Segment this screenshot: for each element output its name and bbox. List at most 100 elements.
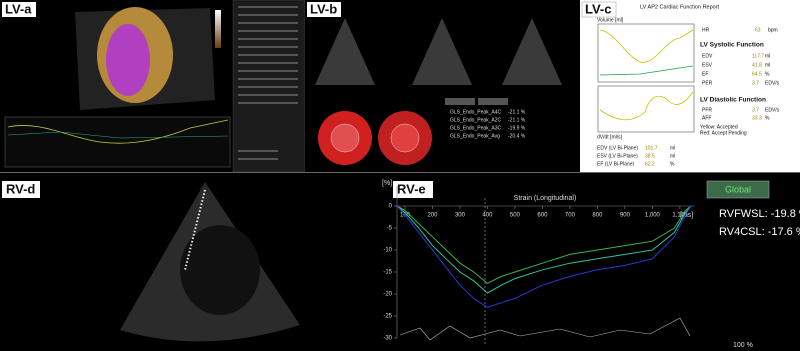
chart-title: Strain (Longitudinal) bbox=[514, 195, 577, 202]
button[interactable] bbox=[445, 98, 475, 105]
dvdt-curve bbox=[599, 91, 694, 121]
list-rows bbox=[238, 6, 298, 160]
panel-label-box bbox=[581, 1, 617, 18]
panel-label-box bbox=[2, 2, 36, 17]
metric-value: 33.3 bbox=[752, 115, 762, 121]
x-tick-label: 800 bbox=[592, 213, 603, 219]
legend-text: Red: Accept Pending bbox=[700, 130, 747, 136]
axis-label: Volume [ml] bbox=[597, 17, 624, 23]
volume-curve bbox=[599, 29, 694, 63]
button-label: Global bbox=[725, 184, 751, 194]
gls-value: -19.9 % bbox=[508, 125, 526, 131]
x-tick-label: 300 bbox=[455, 213, 466, 219]
y-unit: [%] bbox=[382, 180, 392, 187]
y-tick-label: -15 bbox=[383, 270, 392, 276]
metric-label: EDV bbox=[702, 53, 713, 59]
section-title: LV Systolic Function bbox=[700, 42, 764, 49]
panel-label-box bbox=[307, 2, 341, 17]
metric-label: EDV (LV Bi-Plane) bbox=[597, 145, 638, 151]
metric-value: 3.7 bbox=[752, 80, 759, 86]
systolic-list: EDV 117.7 ml ESV 41.8 ml EF 64.5 % PER 3.7 EDV/s bbox=[702, 53, 780, 86]
metric-unit: % bbox=[765, 71, 770, 77]
strain-chart: Strain (Longitudinal) [%] [ms] 0 -5 -10 -15 -20… bbox=[382, 180, 695, 342]
x-tick-label: 200 bbox=[427, 213, 438, 219]
panel-label: LV-c bbox=[585, 1, 612, 16]
metric-value: 117.7 bbox=[752, 53, 764, 59]
button[interactable] bbox=[478, 98, 508, 105]
volume-curve bbox=[599, 65, 694, 76]
metric-value: 63 bbox=[755, 27, 761, 33]
cavity bbox=[106, 24, 150, 96]
gls-value: -21.1 % bbox=[508, 109, 526, 115]
metric-label: EF bbox=[702, 71, 708, 77]
zoom-level: 100 % bbox=[733, 342, 753, 349]
echo-image bbox=[412, 18, 472, 85]
x-tick-label: 1,000 bbox=[645, 213, 661, 219]
metric-unit: ml bbox=[670, 153, 675, 159]
metric-unit: % bbox=[765, 115, 770, 121]
y-tick-label: -30 bbox=[383, 336, 392, 342]
waveform-box bbox=[4, 116, 231, 168]
metric-value: 3.7 bbox=[752, 107, 759, 113]
metric-label: ESV (LV Bi-Plane) bbox=[597, 153, 638, 159]
axis-label: dV/dt [ml/s] bbox=[597, 134, 623, 140]
diastolic-list: PFR 3.7 EDV/s AFF 33.3% bbox=[702, 107, 780, 121]
legend-text: Yellow: Accepted bbox=[700, 124, 738, 130]
x-tick-label: 900 bbox=[620, 213, 631, 219]
x-unit: [ms] bbox=[680, 212, 693, 219]
y-tick-label: -25 bbox=[383, 314, 392, 320]
x-tick-label: 400 bbox=[482, 213, 493, 219]
panel-label: LV-a bbox=[5, 1, 32, 16]
y-tick-label: -5 bbox=[387, 226, 393, 232]
metric-unit: ml bbox=[670, 145, 675, 151]
strain-curve bbox=[396, 205, 692, 294]
gls-label: GLS_Endo_Peak_A4C bbox=[450, 109, 502, 115]
strain-panel bbox=[335, 173, 695, 351]
waveform bbox=[7, 131, 229, 139]
gls-label: GLS_Endo_Peak_Avg bbox=[450, 133, 500, 139]
x-tick-label: 500 bbox=[510, 213, 521, 219]
waveform bbox=[7, 119, 229, 144]
result-text: RV4CSL: -17.6 % bbox=[719, 226, 800, 238]
metric-value: 64.5 bbox=[752, 71, 762, 77]
result-panel bbox=[695, 173, 800, 351]
dvdt-plot bbox=[597, 85, 695, 133]
strain-curve bbox=[396, 205, 692, 284]
metric-unit: EDV/s bbox=[765, 80, 780, 86]
metric-label: AFF bbox=[702, 115, 711, 121]
metric-unit: ml bbox=[765, 62, 770, 68]
gls-label: GLS_Endo_Peak_A2C bbox=[450, 117, 502, 123]
global-button[interactable] bbox=[706, 180, 770, 199]
cavity bbox=[180, 225, 260, 315]
x-tick-label: 700 bbox=[565, 213, 576, 219]
echo-image bbox=[315, 18, 375, 85]
metric-label: HR bbox=[702, 27, 710, 33]
panel-label: LV-b bbox=[310, 1, 337, 16]
echo-image bbox=[502, 18, 562, 85]
gls-value: -21.1 % bbox=[508, 117, 526, 123]
panel-label-box bbox=[2, 181, 40, 198]
panel-label: RV-d bbox=[6, 181, 35, 196]
x-tick-label: 1,100 bbox=[672, 213, 688, 219]
metric-label: PFR bbox=[702, 107, 712, 113]
metric-label: EF (LV Bi-Plane) bbox=[597, 161, 634, 167]
colorbar bbox=[215, 10, 221, 48]
metric-unit: bpm bbox=[768, 27, 778, 33]
metric-value: 38.5 bbox=[645, 153, 655, 159]
panel-label-box bbox=[393, 181, 433, 198]
result-text: RVFWSL: -19.8 % bbox=[719, 208, 800, 220]
y-tick-label: -20 bbox=[383, 292, 392, 298]
gls-label: GLS_Endo_Peak_A3C bbox=[450, 125, 502, 131]
metric-label: PER bbox=[702, 80, 713, 86]
metric-unit: EDV/s bbox=[765, 107, 780, 113]
biplane-list: EDV (LV Bi-Plane) 101.7 ml ESV (LV Bi-Plane… bbox=[597, 145, 675, 167]
metric-unit: % bbox=[670, 161, 675, 167]
bullseye bbox=[330, 123, 360, 153]
gls-value: -20.4 % bbox=[508, 133, 526, 139]
metric-value: 41.8 bbox=[752, 62, 762, 68]
volume-plot bbox=[597, 23, 695, 83]
strain-curve bbox=[396, 205, 692, 308]
metric-value: 62.2 bbox=[645, 161, 655, 167]
